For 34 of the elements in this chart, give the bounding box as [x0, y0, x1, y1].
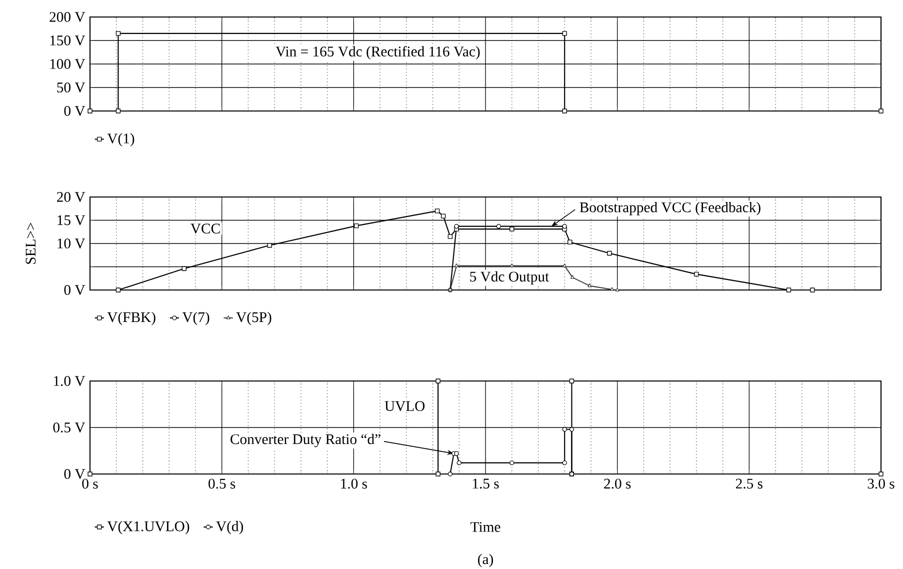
legend-label: V(7) — [182, 312, 210, 326]
y-tick-label: 20 V — [57, 192, 86, 202]
x-tick-label: 1.5 s — [472, 478, 499, 489]
y-tick-label: 0.5 V — [53, 422, 86, 432]
y-tick-label: 200 V — [50, 12, 86, 22]
y-tick-label: 150 V — [50, 36, 86, 46]
annotation: VCC — [190, 224, 220, 234]
annotation: Bootstrapped VCC (Feedback) — [580, 202, 760, 216]
annotation: UVLO — [384, 401, 425, 412]
y-tick-label: 15 V — [58, 215, 86, 226]
text: (a) — [478, 554, 494, 568]
annotation: Vin = 165 Vdc (Rectified 116 Vac) — [276, 46, 480, 60]
y-tick-label: 1.0 V — [54, 376, 86, 386]
legend-label: V(d) — [216, 520, 244, 534]
x-tick-label: 0 s — [82, 478, 98, 489]
legend-label: V(5P) — [236, 312, 272, 326]
y-tick-label: 10 V — [58, 238, 86, 248]
legend-label: V(1) — [107, 133, 134, 146]
x-tick-label: 2.5 s — [736, 478, 762, 489]
x-tick-label: 2.0 s — [604, 478, 631, 489]
legend-label: V(X1.UVLO) — [107, 520, 190, 534]
y-tick-label: 50 V — [57, 82, 86, 92]
x-tick-label: 0.5 s — [208, 478, 236, 489]
x-axis-title: Time — [470, 522, 500, 532]
y-tick-label: 0 V — [64, 285, 86, 295]
x-tick-label: 3.0 s — [868, 478, 894, 489]
x-tick-label: 1.0 s — [341, 478, 367, 489]
y-tick-label: 0 V — [64, 106, 86, 116]
annotation: Converter Duty Ratio “d” — [230, 434, 380, 448]
y-tick-label: 0 V — [64, 469, 86, 479]
y-axis-title: SEL>> — [26, 222, 36, 264]
legend-label: V(FBK) — [107, 312, 156, 326]
annotation: 5 Vdc Output — [470, 271, 550, 285]
y-tick-label: 100 V — [50, 59, 86, 69]
